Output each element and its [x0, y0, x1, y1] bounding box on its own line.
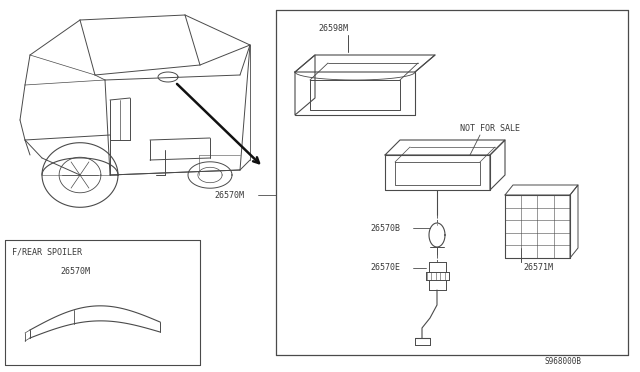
- Text: F/REAR SPOILER: F/REAR SPOILER: [12, 247, 82, 257]
- Text: 26598M: 26598M: [318, 23, 348, 32]
- Text: 26570M: 26570M: [60, 267, 90, 276]
- Text: 26570M: 26570M: [214, 190, 244, 199]
- Text: NOT FOR SALE: NOT FOR SALE: [460, 124, 520, 132]
- Text: 26571M: 26571M: [523, 263, 553, 273]
- Text: S968000B: S968000B: [545, 357, 582, 366]
- Text: 26570E: 26570E: [370, 263, 400, 273]
- Text: 26570B: 26570B: [370, 224, 400, 232]
